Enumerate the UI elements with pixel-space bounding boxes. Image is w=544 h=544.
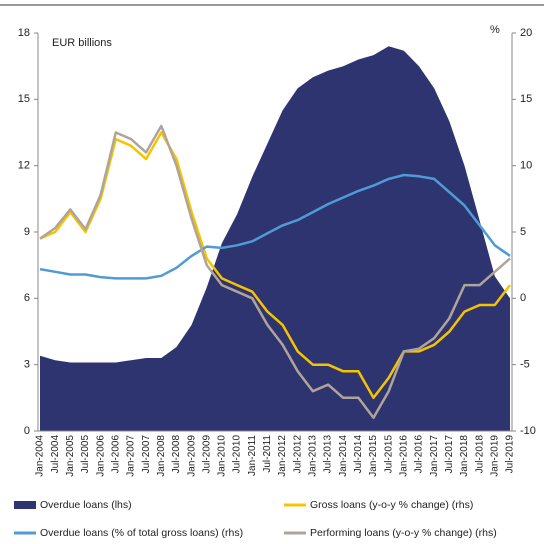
x-tick-label: Jan-2007	[126, 435, 137, 477]
x-tick-label: Jul-2005	[80, 435, 91, 474]
line	[39, 124, 511, 419]
x-tick-label: Jul-2009	[201, 435, 212, 474]
x-tick-label: Jul-2011	[262, 435, 273, 473]
x-tick-label: Jan-2012	[277, 435, 288, 477]
line	[39, 131, 511, 400]
y2-tick-label: -5	[520, 359, 530, 371]
y-tick-label: 9	[24, 226, 30, 238]
x-tick-label: Jul-2018	[474, 435, 485, 474]
x-tick-label: Jan-2009	[186, 435, 197, 477]
y-tick-label: 6	[24, 292, 30, 304]
y2-tick-label: 0	[520, 292, 526, 304]
y2-tick-label: -10	[520, 425, 536, 437]
x-tick-label: Jan-2018	[459, 435, 470, 477]
y2-tick-label: 15	[520, 93, 532, 105]
x-tick-label: Jul-2010	[232, 435, 243, 474]
x-tick-label: Jul-2007	[141, 435, 152, 474]
x-tick-label: Jul-2019	[505, 435, 516, 474]
x-tick-label: Jan-2004	[35, 435, 46, 477]
y-tick-label: 18	[18, 27, 30, 39]
x-tick-label: Jul-2014	[353, 435, 364, 474]
y-tick-label: 0	[24, 425, 30, 437]
x-tick-label: Jan-2013	[308, 435, 319, 477]
x-tick-label: Jul-2013	[323, 435, 334, 474]
y-tick-label: 12	[18, 160, 30, 172]
x-tick-label: Jul-2006	[110, 435, 121, 474]
legend-label: Overdue loans (% of total gross loans) (…	[40, 527, 243, 539]
x-tick-label: Jan-2015	[368, 435, 379, 477]
x-tick-label: Jan-2008	[156, 435, 167, 477]
y-tick-label: 3	[24, 359, 30, 371]
x-tick-label: Jul-2012	[292, 435, 303, 474]
y2-tick-label: 5	[520, 226, 526, 238]
x-tick-label: Jan-2011	[247, 435, 258, 476]
y2-tick-label: 20	[520, 27, 532, 39]
x-tick-label: Jan-2006	[95, 435, 106, 477]
legend-label: Gross loans (y-o-y % change) (rhs)	[310, 499, 473, 511]
left-unit: EUR billions	[52, 37, 112, 49]
x-tick-label: Jan-2016	[399, 435, 410, 477]
legend-label: Overdue loans (lhs)	[40, 499, 132, 511]
line	[39, 173, 511, 280]
x-tick-label: Jan-2017	[429, 435, 440, 477]
x-tick-label: Jul-2017	[444, 435, 455, 474]
y2-tick-label: 10	[520, 160, 532, 172]
x-tick-label: Jan-2014	[338, 435, 349, 477]
x-tick-label: Jul-2004	[50, 435, 61, 474]
right-unit: %	[490, 24, 500, 36]
y-tick-label: 15	[18, 93, 30, 105]
x-tick-label: Jul-2008	[171, 435, 182, 474]
area	[40, 46, 510, 432]
x-tick-label: Jul-2015	[383, 435, 394, 474]
x-tick-label: Jan-2010	[217, 435, 228, 477]
legend-label: Performing loans (y-o-y % change) (rhs)	[310, 527, 497, 539]
x-tick-label: Jan-2005	[65, 435, 76, 477]
legend-swatch	[14, 501, 36, 509]
x-tick-label: Jan-2019	[489, 435, 500, 477]
x-tick-label: Jul-2016	[414, 435, 425, 474]
